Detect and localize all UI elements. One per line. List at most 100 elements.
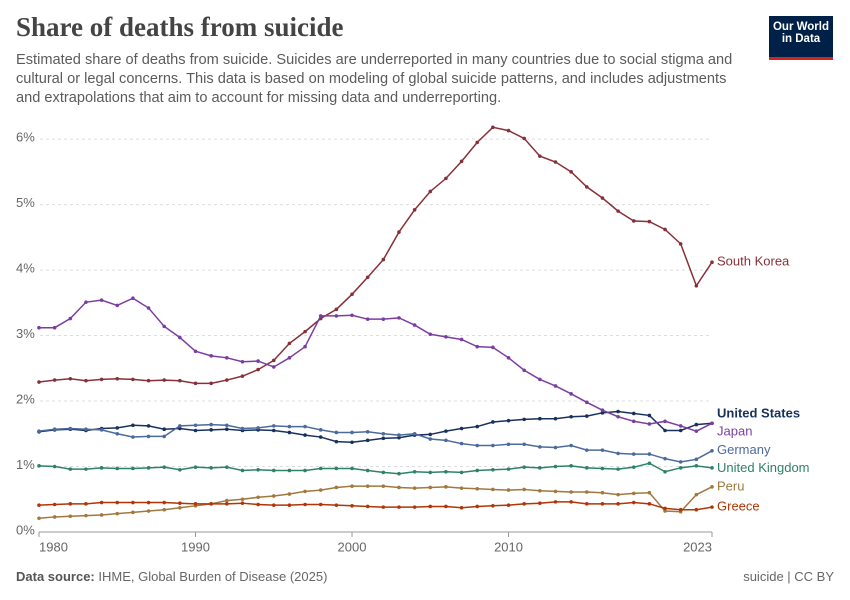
data-point (491, 420, 495, 424)
data-point (459, 337, 464, 342)
data-point (616, 414, 620, 419)
data-point (459, 159, 464, 164)
data-point (52, 325, 57, 330)
data-point (600, 408, 605, 413)
data-point (600, 196, 605, 200)
data-point (256, 359, 260, 363)
y-tick-label: 0% (16, 522, 35, 537)
data-point (68, 514, 73, 519)
legend-label: Greece (717, 499, 760, 514)
data-point (412, 469, 417, 474)
data-point (397, 485, 401, 490)
data-point (350, 466, 354, 471)
data-point (131, 377, 135, 382)
data-point (412, 431, 417, 436)
data-point (240, 359, 245, 364)
source-text[interactable]: IHME, Global Burden of Disease (2025) (98, 569, 328, 584)
data-point (115, 426, 120, 430)
data-point (459, 470, 464, 475)
data-point (569, 464, 573, 468)
data-point (710, 466, 714, 470)
data-point (162, 324, 167, 329)
data-point (600, 448, 605, 452)
data-point (318, 428, 323, 432)
data-point (146, 378, 151, 383)
data-point (381, 436, 386, 441)
data-point (631, 411, 636, 416)
data-point (584, 448, 589, 452)
data-point (381, 484, 386, 488)
data-point (318, 502, 323, 507)
data-point (303, 502, 307, 507)
data-point (303, 329, 307, 334)
data-point (334, 485, 339, 490)
data-point (365, 484, 370, 488)
data-point (240, 468, 245, 473)
data-point (428, 332, 433, 337)
data-point (256, 367, 260, 372)
x-tick-label: 2023 (683, 539, 712, 554)
data-point (209, 466, 213, 470)
data-point (584, 185, 589, 189)
data-point (553, 384, 558, 388)
data-point (99, 513, 104, 517)
data-point (334, 314, 339, 318)
data-point (616, 502, 620, 506)
x-tick-label: 2010 (494, 539, 523, 554)
data-point (162, 507, 167, 512)
data-point (506, 418, 511, 423)
data-point (428, 189, 433, 194)
data-point (538, 445, 542, 449)
data-point (397, 505, 401, 509)
data-point (569, 170, 573, 174)
data-point (131, 466, 135, 471)
data-point (678, 507, 683, 512)
data-point (287, 424, 292, 429)
data-point (631, 500, 636, 505)
series-line (38, 126, 713, 385)
data-point (209, 422, 213, 427)
license[interactable]: suicide | CC BY (743, 569, 834, 584)
data-point (350, 313, 354, 318)
data-point (678, 460, 683, 464)
data-point (522, 368, 526, 373)
data-point (459, 426, 464, 431)
series-line (38, 423, 713, 463)
data-point (37, 464, 41, 468)
data-point (162, 434, 167, 439)
data-point (115, 303, 120, 308)
data-point (538, 416, 542, 421)
data-point (287, 503, 292, 507)
series-line (38, 410, 713, 444)
data-point (475, 140, 480, 145)
data-point (475, 344, 480, 349)
data-point (397, 230, 401, 234)
logo[interactable]: Our World in Data (769, 16, 833, 60)
data-point (178, 467, 182, 472)
data-point (444, 335, 448, 339)
data-point (694, 429, 699, 433)
data-point (350, 440, 354, 445)
series (37, 125, 714, 386)
x-tick-label: 1980 (39, 539, 68, 554)
data-point (459, 441, 464, 446)
data-point (412, 208, 417, 212)
legend-label: United States (717, 406, 800, 421)
data-point (506, 128, 511, 133)
data-point (146, 466, 151, 470)
data-point (569, 443, 573, 448)
data-point (225, 423, 229, 428)
data-point (350, 484, 354, 488)
x-tick-label: 1990 (181, 539, 210, 554)
data-point (52, 464, 57, 469)
data-point (271, 365, 276, 369)
data-point (146, 424, 151, 428)
data-point (663, 428, 667, 433)
data-point (84, 300, 88, 304)
data-point (146, 434, 151, 439)
data-point (365, 317, 370, 321)
data-point (178, 505, 182, 510)
y-tick-label: 3% (16, 326, 35, 341)
data-point (397, 316, 401, 320)
